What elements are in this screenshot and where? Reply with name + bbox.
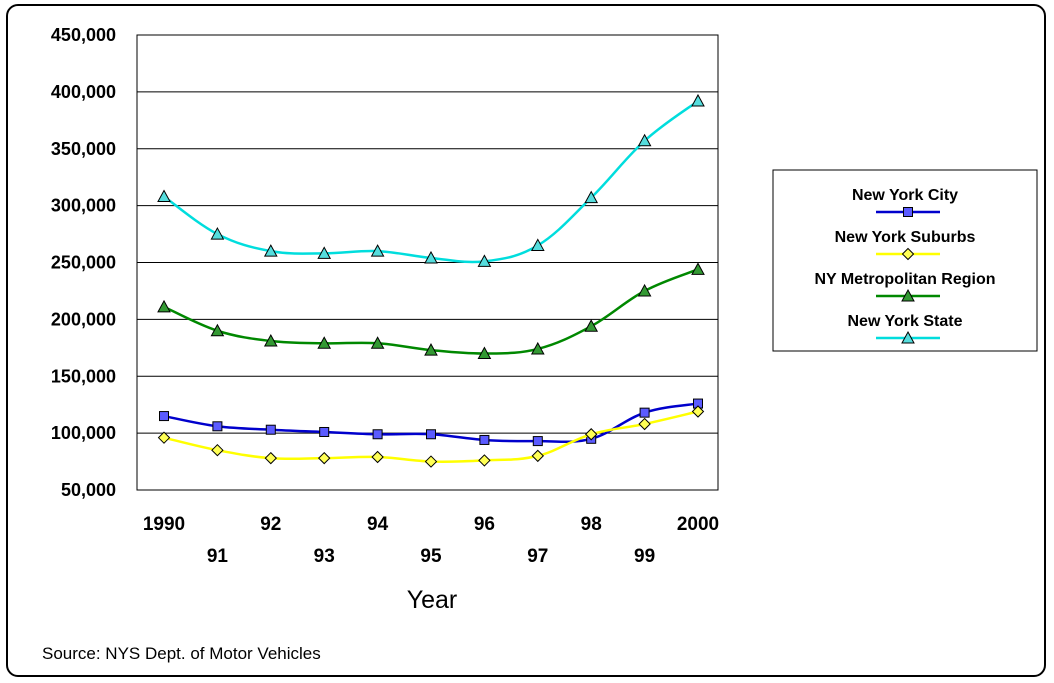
- x-axis: 1990 91 92 93 94 95 96 97 98 99 2000: [143, 514, 719, 567]
- plot-area: [136, 34, 719, 491]
- series: [157, 93, 705, 468]
- data-point: [317, 336, 332, 349]
- data-point: [584, 190, 599, 204]
- data-point: [370, 336, 385, 349]
- data-point: [371, 450, 384, 464]
- data-point: [210, 323, 225, 337]
- data-point: [263, 244, 278, 257]
- x-tick-label: 94: [367, 514, 389, 535]
- data-point: [637, 133, 652, 147]
- legend-label: New York City: [852, 187, 958, 204]
- series-line: [163, 99, 699, 264]
- legend-marker: [901, 288, 915, 302]
- data-point: [531, 449, 545, 463]
- data-point: [426, 429, 436, 440]
- y-tick-label: 200,000: [51, 309, 116, 329]
- data-point: [477, 254, 492, 267]
- series-line: [163, 268, 699, 355]
- y-tick-label: 250,000: [51, 253, 116, 273]
- data-point: [478, 454, 491, 467]
- series-1: [159, 398, 703, 447]
- x-tick-label: 95: [420, 546, 442, 567]
- x-tick-label: 91: [207, 546, 229, 567]
- data-point: [530, 341, 545, 355]
- y-tick-label: 400,000: [51, 82, 116, 102]
- x-tick-label: 92: [260, 514, 281, 535]
- data-point: [212, 421, 223, 432]
- y-tick-label: 450,000: [51, 25, 116, 45]
- data-point: [479, 434, 490, 445]
- legend: New York City New York Suburbs NY Metropol…: [772, 169, 1038, 352]
- x-tick-label: 1990: [143, 514, 185, 535]
- data-point: [691, 405, 705, 418]
- data-point: [370, 244, 385, 257]
- data-point: [210, 227, 225, 240]
- y-tick-label: 350,000: [51, 139, 116, 159]
- data-point: [477, 346, 492, 359]
- data-point: [530, 238, 545, 251]
- data-point: [157, 431, 171, 444]
- data-point: [159, 411, 169, 422]
- x-tick-label: 99: [634, 546, 655, 567]
- source-note: Source: NYS Dept. of Motor Vehicles: [42, 644, 321, 663]
- data-point: [691, 262, 705, 275]
- data-point: [319, 426, 330, 437]
- legend-label: New York State: [847, 313, 962, 330]
- data-point: [584, 319, 599, 332]
- data-point: [424, 250, 438, 264]
- x-tick-label: 96: [474, 514, 495, 535]
- data-point: [263, 333, 278, 347]
- x-axis-label: Year: [407, 586, 458, 614]
- series-3: [157, 262, 705, 359]
- data-point: [317, 246, 332, 259]
- data-point: [157, 189, 171, 203]
- x-tick-label: 2000: [677, 514, 719, 535]
- data-point: [317, 451, 331, 465]
- data-point: [372, 429, 383, 440]
- data-point: [637, 283, 652, 297]
- chart-frame: [6, 4, 1046, 677]
- y-axis: 450,000 400,000 350,000 300,000 250,000 200,0…: [51, 25, 116, 500]
- legend-marker: [901, 247, 915, 261]
- data-point: [211, 443, 224, 457]
- y-tick-label: 100,000: [51, 423, 116, 443]
- data-point: [265, 424, 276, 435]
- series-2: [157, 405, 705, 468]
- data-point: [157, 299, 171, 313]
- y-tick-label: 50,000: [61, 480, 116, 500]
- legend-marker: [901, 330, 915, 344]
- x-tick-label: 97: [527, 546, 548, 567]
- data-point: [584, 428, 598, 441]
- data-point: [424, 343, 438, 356]
- legend-label: New York Suburbs: [835, 229, 976, 246]
- data-point: [424, 455, 438, 468]
- data-point: [532, 436, 543, 447]
- series-4: [157, 93, 705, 267]
- data-point: [691, 93, 705, 107]
- y-tick-label: 300,000: [51, 196, 116, 216]
- legend-label: NY Metropolitan Region: [814, 271, 995, 288]
- data-point: [264, 451, 278, 465]
- legend-marker: [903, 207, 913, 217]
- legend-box: [772, 169, 1038, 352]
- x-tick-label: 98: [581, 514, 602, 535]
- data-point: [638, 417, 651, 431]
- data-point: [639, 407, 650, 418]
- x-tick-label: 93: [314, 546, 335, 567]
- y-tick-label: 150,000: [51, 366, 116, 386]
